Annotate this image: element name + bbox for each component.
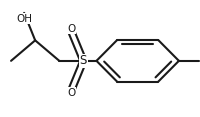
Text: O: O xyxy=(67,24,75,34)
Text: OH: OH xyxy=(16,14,32,24)
Text: O: O xyxy=(67,88,75,98)
Text: S: S xyxy=(79,54,87,67)
